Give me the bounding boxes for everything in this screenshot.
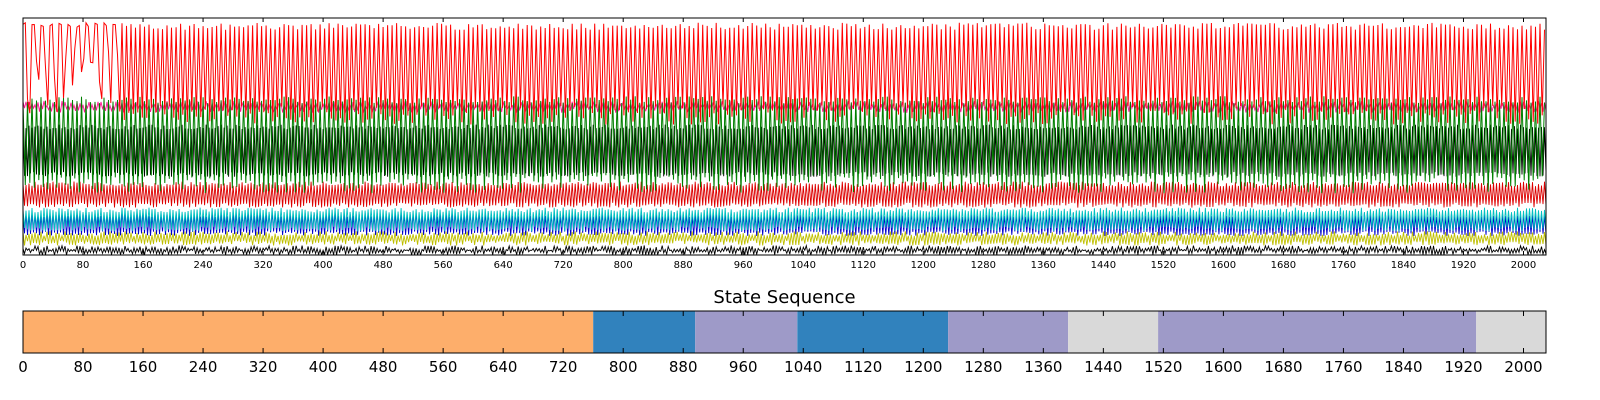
state-segment bbox=[797, 311, 949, 353]
state-segment bbox=[695, 311, 798, 353]
state-sequence-x-axis: 0 80 160 240 320 400 480 560 640 720 800 880 960 1040… bbox=[18, 311, 1543, 376]
state-x-tick-label: 1440 bbox=[1084, 358, 1122, 376]
state-x-tick-label: 1200 bbox=[904, 358, 942, 376]
state-x-tick-label: 240 bbox=[189, 358, 218, 376]
state-x-tick-label: 1280 bbox=[964, 358, 1002, 376]
state-segment bbox=[948, 311, 1069, 353]
state-x-tick-label: 640 bbox=[489, 358, 518, 376]
signal-x-tick-label: 1200 bbox=[911, 260, 936, 271]
signal-x-tick-label: 880 bbox=[674, 260, 693, 271]
state-x-tick-label: 1680 bbox=[1264, 358, 1302, 376]
state-x-tick-label: 480 bbox=[369, 358, 398, 376]
state-x-tick-label: 1840 bbox=[1384, 358, 1422, 376]
state-x-tick-label: 80 bbox=[73, 358, 92, 376]
signal-x-tick-label: 320 bbox=[254, 260, 273, 271]
state-segment bbox=[1476, 311, 1546, 353]
signal-x-tick-label: 1760 bbox=[1331, 260, 1356, 271]
signal-x-tick-label: 1120 bbox=[851, 260, 876, 271]
signal-series-group bbox=[23, 21, 1546, 255]
state-x-tick-label: 560 bbox=[429, 358, 458, 376]
state-x-tick-label: 720 bbox=[549, 358, 578, 376]
state-x-tick-label: 960 bbox=[729, 358, 758, 376]
signal-x-tick-label: 1520 bbox=[1151, 260, 1176, 271]
signal-x-tick-label: 960 bbox=[734, 260, 753, 271]
signal-x-tick-label: 1920 bbox=[1451, 260, 1476, 271]
signal-series-line bbox=[23, 21, 1545, 125]
state-x-tick-label: 800 bbox=[609, 358, 638, 376]
signal-series-line bbox=[23, 96, 1545, 194]
signal-series-line bbox=[23, 181, 1546, 208]
signal-x-tick-label: 1360 bbox=[1031, 260, 1056, 271]
signal-x-tick-label: 480 bbox=[374, 260, 393, 271]
signal-x-tick-label: 1040 bbox=[791, 260, 816, 271]
state-x-tick-label: 880 bbox=[669, 358, 698, 376]
state-sequence-plot: State Sequence 0 80 160 240 320 400 480 560 640 7… bbox=[18, 287, 1547, 376]
state-x-tick-label: 1120 bbox=[844, 358, 882, 376]
signal-x-tick-label: 1600 bbox=[1211, 260, 1236, 271]
state-x-tick-label: 2000 bbox=[1504, 358, 1542, 376]
state-x-tick-label: 320 bbox=[249, 358, 278, 376]
state-sequence-title: State Sequence bbox=[713, 287, 855, 308]
state-segment bbox=[1158, 311, 1477, 353]
signal-x-tick-label: 80 bbox=[77, 260, 90, 271]
signal-x-tick-label: 1840 bbox=[1391, 260, 1416, 271]
signal-x-tick-label: 1440 bbox=[1091, 260, 1116, 271]
state-segments-group bbox=[23, 311, 1546, 353]
signal-series-line bbox=[23, 243, 1546, 255]
signal-x-tick-label: 720 bbox=[554, 260, 573, 271]
state-segment bbox=[593, 311, 696, 353]
state-x-tick-label: 400 bbox=[309, 358, 338, 376]
state-x-tick-label: 0 bbox=[18, 358, 28, 376]
signal-x-tick-label: 0 bbox=[20, 260, 26, 271]
state-x-tick-label: 1920 bbox=[1444, 358, 1482, 376]
signal-plot: 0 80 160 240 320 400 480 560 640 720 800 880 960 1040… bbox=[20, 17, 1547, 271]
state-x-tick-label: 1040 bbox=[784, 358, 822, 376]
signal-x-axis: 0 80 160 240 320 400 480 560 640 720 800 880 960 1040… bbox=[20, 18, 1536, 271]
state-segment bbox=[1068, 311, 1159, 353]
signal-x-tick-label: 1680 bbox=[1271, 260, 1296, 271]
state-x-tick-label: 160 bbox=[129, 358, 158, 376]
signal-x-tick-label: 640 bbox=[494, 260, 513, 271]
state-x-tick-label: 1520 bbox=[1144, 358, 1182, 376]
state-x-tick-label: 1760 bbox=[1324, 358, 1362, 376]
signal-x-tick-label: 1280 bbox=[971, 260, 996, 271]
signal-x-tick-label: 560 bbox=[434, 260, 453, 271]
state-sequence-frame bbox=[22, 310, 1547, 354]
signal-x-tick-label: 400 bbox=[314, 260, 333, 271]
signal-series-line bbox=[23, 207, 1546, 232]
state-x-tick-label: 1360 bbox=[1024, 358, 1062, 376]
state-x-tick-label: 1600 bbox=[1204, 358, 1242, 376]
signal-plot-frame bbox=[22, 17, 1547, 256]
signal-x-tick-label: 240 bbox=[194, 260, 213, 271]
state-segment bbox=[23, 311, 594, 353]
signal-x-tick-label: 160 bbox=[133, 260, 152, 271]
signal-x-tick-label: 800 bbox=[614, 260, 633, 271]
signal-x-tick-label: 2000 bbox=[1511, 260, 1536, 271]
signal-series-line bbox=[23, 231, 1546, 246]
